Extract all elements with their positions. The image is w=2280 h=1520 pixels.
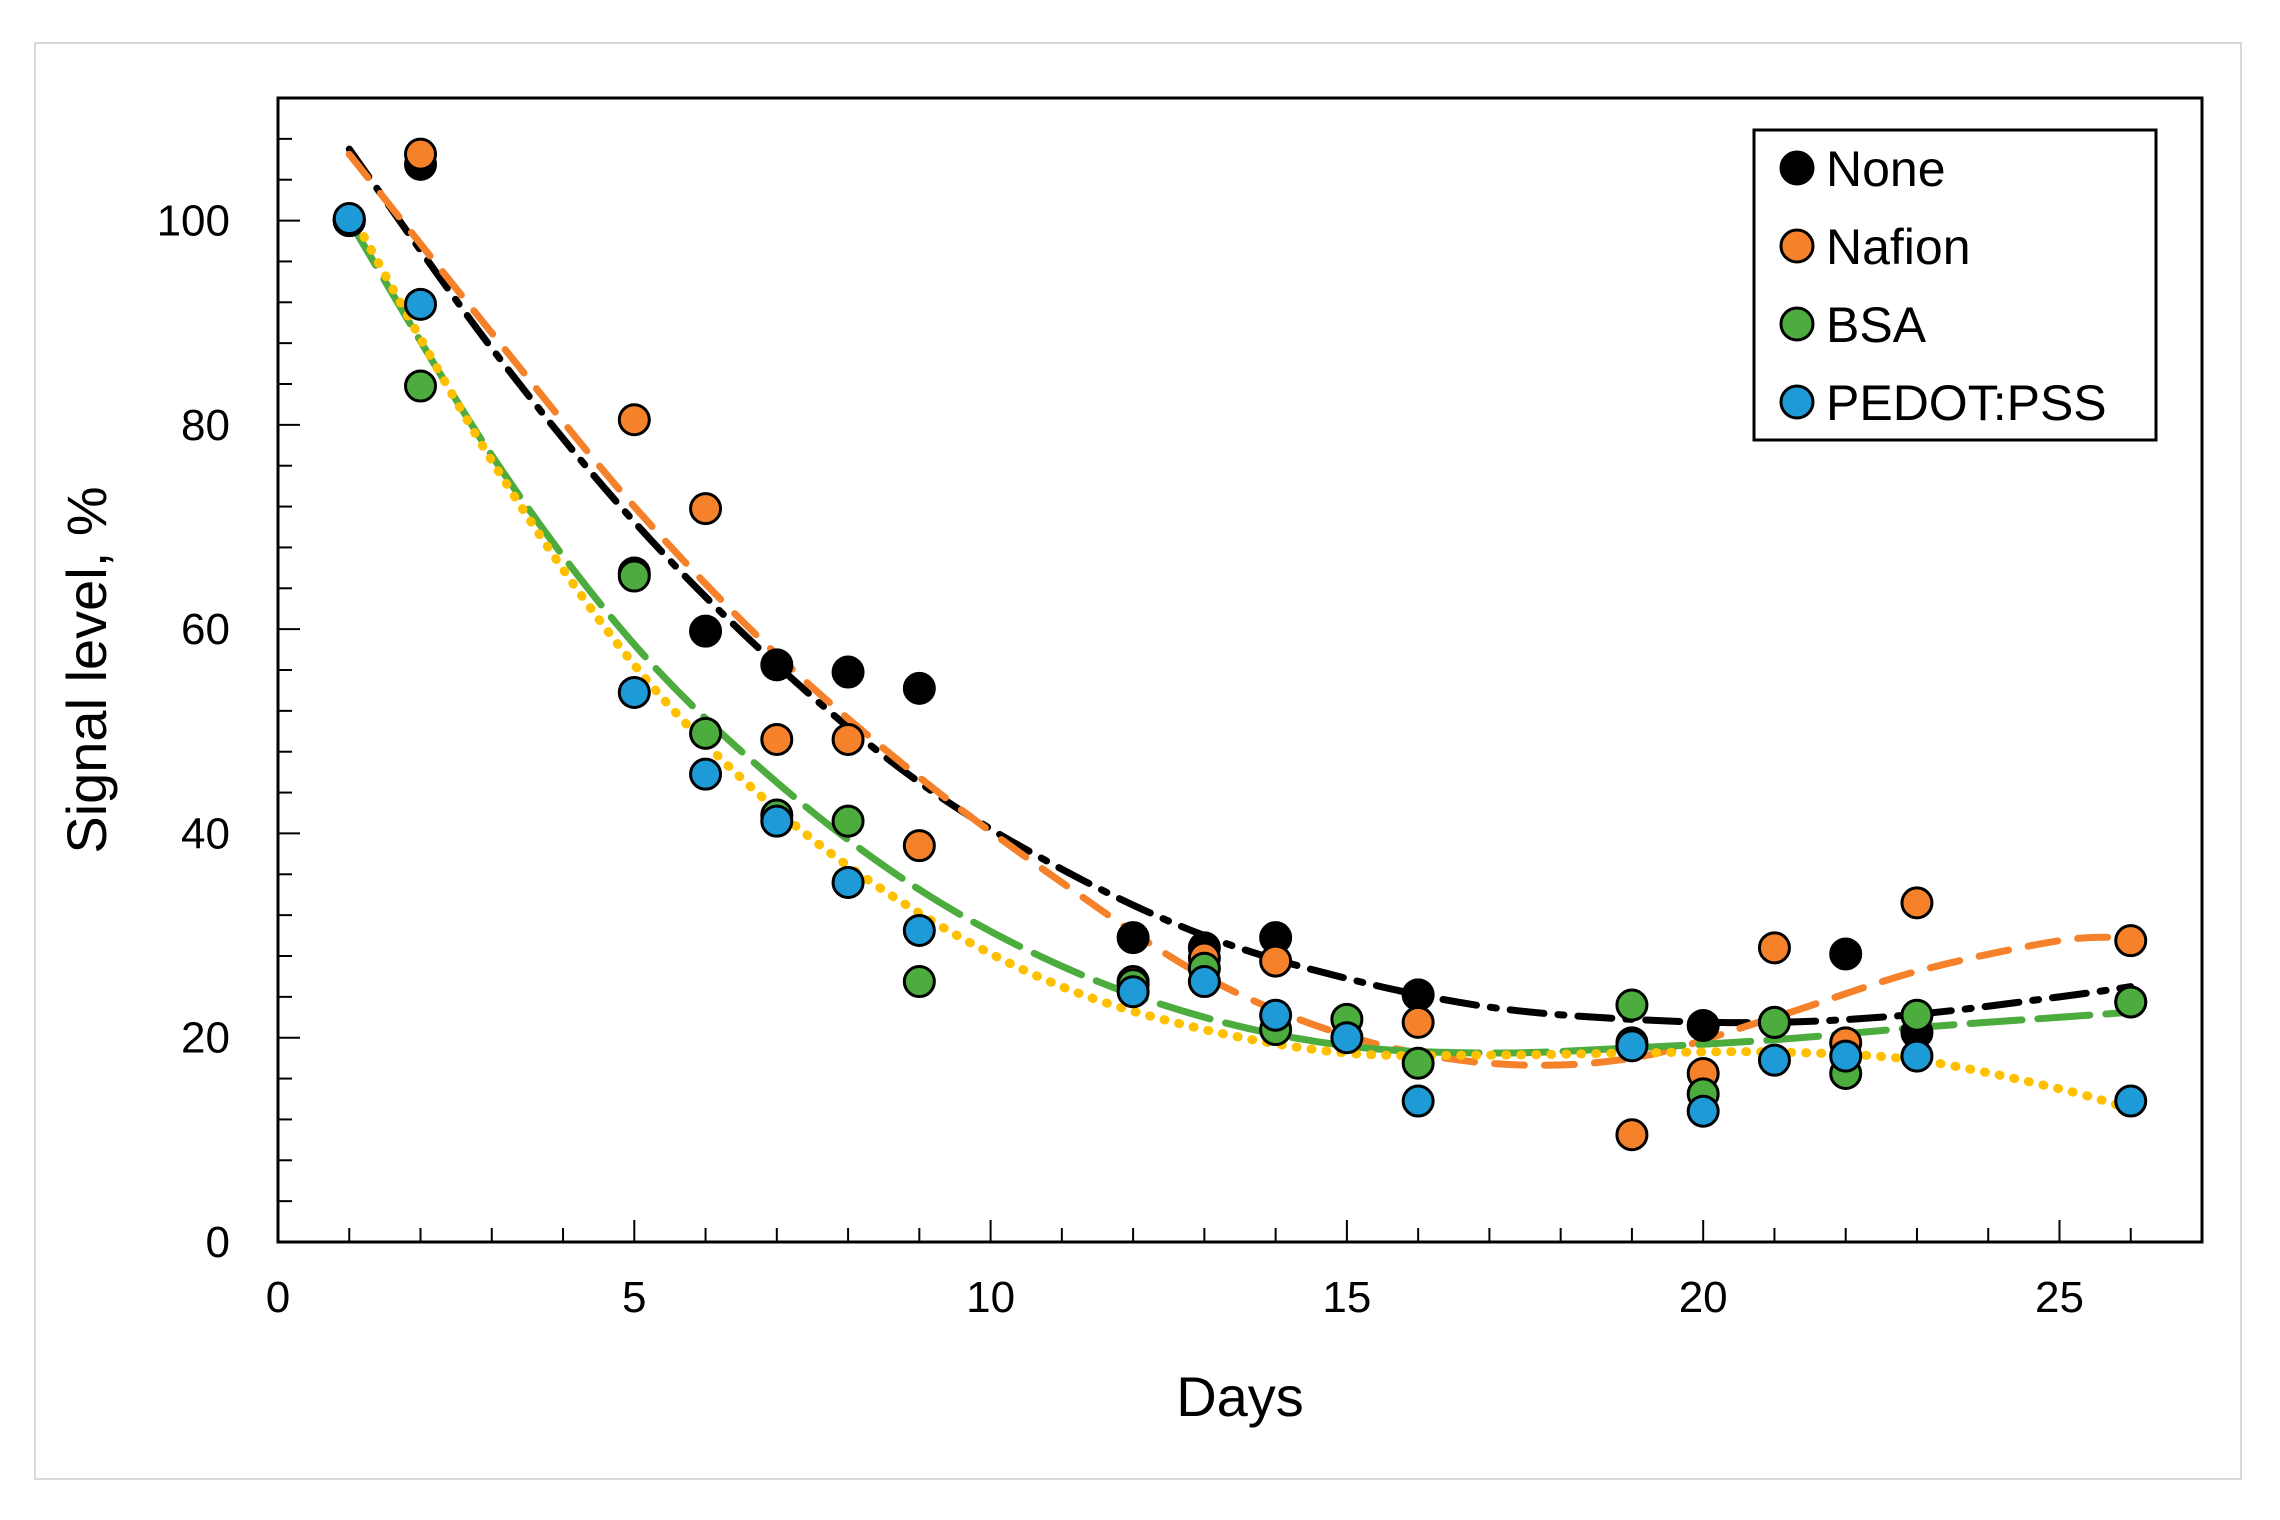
trend-line-nafion [345, 150, 2135, 1069]
y-tick-label: 80 [181, 401, 230, 450]
data-point-nafion [689, 492, 723, 526]
y-tick-label: 100 [157, 197, 230, 246]
data-point-none [1401, 978, 1435, 1012]
legend-marker-none [1779, 150, 1815, 186]
data-point-none [902, 671, 936, 705]
data-point-nafion [1757, 931, 1791, 965]
data-point-bsa [902, 965, 936, 999]
x-tick-label: 5 [622, 1273, 646, 1322]
data-point-nafion [1615, 1118, 1649, 1152]
data-point-pedot-pss [689, 757, 723, 791]
data-point-pedot-pss [1829, 1039, 1863, 1073]
data-point-pedot-pss [404, 287, 438, 321]
data-point-none [1829, 937, 1863, 971]
data-point-nafion [760, 722, 794, 756]
data-point-pedot-pss [831, 865, 865, 899]
y-tick-label: 60 [181, 605, 230, 654]
data-point-nafion [831, 722, 865, 756]
data-point-pedot-pss [1401, 1084, 1435, 1118]
x-tick-label: 20 [1679, 1273, 1728, 1322]
data-point-bsa [1615, 988, 1649, 1022]
legend-label-none: None [1826, 141, 1946, 197]
data-point-bsa [2114, 985, 2148, 1019]
data-point-bsa [1900, 998, 1934, 1032]
axes: 0 5 10 15 20 25 0 20 40 60 80 100 [157, 97, 2203, 1322]
data-point-bsa [617, 559, 651, 593]
legend-marker-bsa [1779, 306, 1815, 342]
data-points [332, 137, 2148, 1152]
y-tick-label: 0 [206, 1218, 230, 1267]
legend: None Nafion BSA PEDOT:PSS [1752, 128, 2158, 442]
data-point-pedot-pss [1330, 1021, 1364, 1055]
data-point-nafion [1259, 944, 1293, 978]
legend-box [1752, 128, 2158, 442]
y-tick-label: 40 [181, 809, 230, 858]
legend-marker-nafion [1779, 228, 1815, 264]
data-point-none [1116, 921, 1150, 955]
data-point-pedot-pss [1615, 1029, 1649, 1063]
y-tick-label: 20 [181, 1014, 230, 1063]
y-axis-title: Signal level, % [55, 486, 118, 853]
data-point-pedot-pss [1116, 975, 1150, 1009]
legend-label-pedot-pss: PEDOT:PSS [1826, 375, 2107, 431]
x-axis-title: Days [1176, 1365, 1304, 1428]
data-point-pedot-pss [1900, 1039, 1934, 1073]
x-tick-label: 25 [2035, 1273, 2084, 1322]
data-point-pedot-pss [1187, 965, 1221, 999]
data-point-nafion [902, 829, 936, 863]
x-tick-label: 0 [266, 1273, 290, 1322]
data-point-none [831, 655, 865, 689]
data-point-pedot-pss [1757, 1043, 1791, 1077]
data-point-pedot-pss [902, 913, 936, 947]
legend-label-nafion: Nafion [1826, 219, 1971, 275]
data-point-pedot-pss [332, 202, 366, 236]
data-point-none [1686, 1008, 1720, 1042]
data-point-nafion [1401, 1005, 1435, 1039]
data-point-pedot-pss [760, 804, 794, 838]
legend-label-bsa: BSA [1826, 297, 1927, 353]
data-point-none [689, 614, 723, 648]
data-point-bsa [831, 804, 865, 838]
data-point-nafion [1900, 886, 1934, 920]
data-point-none [760, 648, 794, 682]
x-tick-label: 10 [966, 1273, 1015, 1322]
x-tick-label: 15 [1322, 1273, 1371, 1322]
data-point-pedot-pss [1686, 1094, 1720, 1128]
data-point-bsa [404, 369, 438, 403]
data-point-nafion [404, 137, 438, 171]
data-point-pedot-pss [617, 675, 651, 709]
legend-marker-pedot-pss [1779, 384, 1815, 420]
data-point-bsa [1757, 1005, 1791, 1039]
data-point-bsa [689, 716, 723, 750]
data-point-pedot-pss [1259, 998, 1293, 1032]
data-point-nafion [617, 403, 651, 437]
data-point-pedot-pss [2114, 1084, 2148, 1118]
data-point-nafion [2114, 924, 2148, 958]
data-point-bsa [1401, 1046, 1435, 1080]
